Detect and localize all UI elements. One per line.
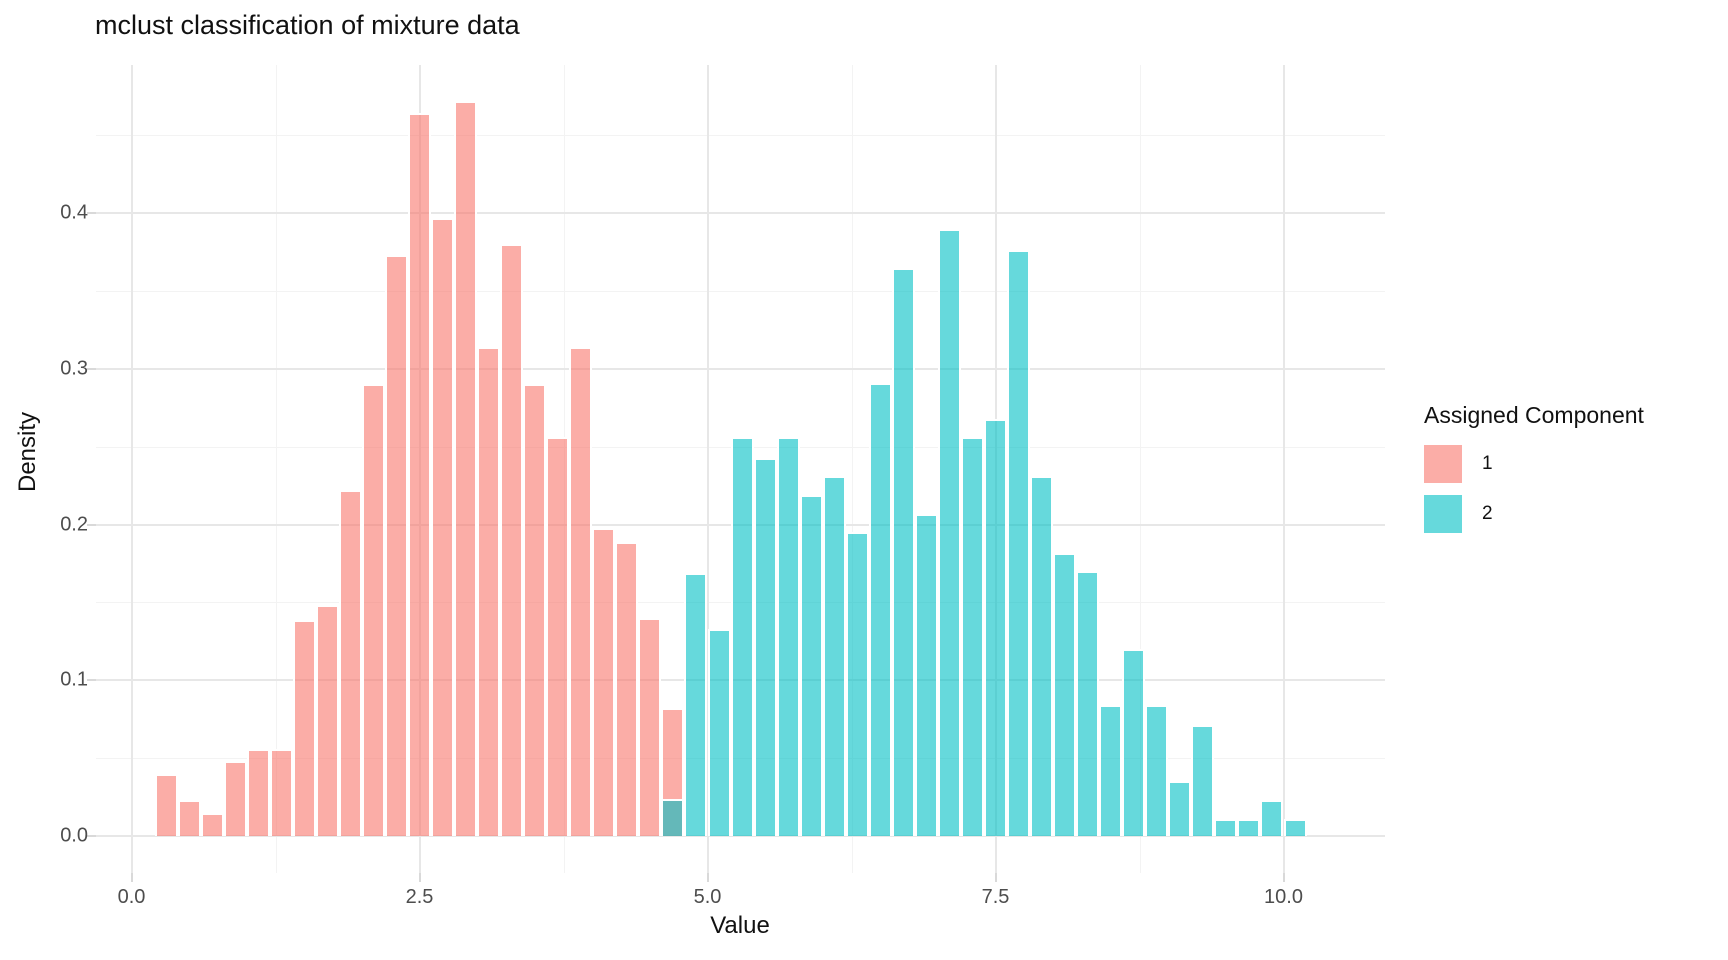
histogram-bar-component-1 — [292, 620, 316, 836]
legend-swatch-component-2 — [1424, 495, 1462, 533]
y-axis-tick-label: 0.2 — [60, 513, 88, 535]
y-major-gridline — [96, 367, 1385, 370]
histogram-bar-component-1 — [454, 101, 478, 836]
y-axis-tick-label: 0.4 — [60, 201, 88, 224]
histogram-bar-component-1 — [477, 347, 501, 836]
histogram-bar-component-2 — [868, 383, 892, 836]
y-axis-tick — [87, 835, 96, 837]
x-axis-tick-label: 5.0 — [693, 886, 722, 908]
histogram-bar-component-1 — [638, 618, 662, 836]
histogram-bar-component-1 — [569, 347, 593, 836]
histogram-bar-component-2 — [1053, 553, 1077, 836]
histogram-bar-component-2 — [1145, 705, 1169, 836]
histogram-bar-component-2 — [960, 437, 984, 836]
histogram-bar-component-1 — [200, 813, 224, 836]
histogram-bar-component-2 — [822, 476, 846, 836]
histogram-bar-component-2 — [661, 799, 685, 836]
legend: Assigned Component 1 2 — [1424, 402, 1644, 545]
histogram-bar-component-2 — [1099, 705, 1123, 836]
histogram-bar-component-2 — [707, 629, 731, 836]
histogram-bar-component-1 — [154, 774, 178, 836]
histogram-bar-component-1 — [315, 605, 339, 836]
x-major-gridline — [706, 65, 709, 873]
x-minor-gridline — [851, 65, 853, 873]
plot-panel — [96, 65, 1385, 873]
x-major-gridline — [130, 65, 133, 873]
histogram-bar-component-2 — [1237, 819, 1261, 836]
histogram-bar-component-2 — [776, 437, 800, 836]
x-axis-tick — [706, 873, 709, 882]
x-minor-gridline — [275, 65, 277, 873]
x-axis-tick-label: 0.0 — [117, 886, 146, 908]
x-axis-tick — [130, 873, 133, 882]
histogram-bar-component-1 — [523, 384, 547, 836]
y-axis-tick — [87, 679, 96, 682]
histogram-bar-component-1 — [546, 437, 570, 836]
histogram-bar-component-1 — [246, 749, 270, 836]
legend-title: Assigned Component — [1424, 402, 1644, 428]
histogram-bar-component-2 — [914, 514, 938, 836]
histogram-bar-component-2 — [983, 419, 1007, 836]
histogram-bar-component-1 — [361, 384, 385, 836]
y-axis-title: Density — [14, 411, 41, 493]
y-minor-gridline — [96, 135, 1385, 137]
legend-swatch-component-1 — [1424, 445, 1462, 483]
x-major-gridline — [1282, 65, 1285, 873]
y-axis-tick-label: 0.1 — [60, 668, 88, 691]
y-axis-tick — [87, 523, 96, 526]
histogram-bar-component-1 — [223, 761, 247, 836]
y-major-gridline — [96, 835, 1385, 837]
histogram-bar-component-2 — [891, 268, 915, 836]
histogram-bar-component-1 — [177, 800, 201, 836]
histogram-bar-component-2 — [1260, 800, 1284, 836]
x-axis-tick — [1282, 873, 1285, 882]
x-axis-tick — [994, 873, 997, 882]
histogram-bar-component-2 — [1214, 819, 1238, 836]
chart-title: mclust classification of mixture data — [95, 10, 520, 40]
histogram-bar-component-1 — [592, 528, 616, 836]
x-axis-tick-label: 2.5 — [405, 886, 434, 908]
histogram-bar-component-2 — [730, 437, 754, 836]
histogram-bar-component-2 — [1168, 781, 1192, 836]
histogram-bar-component-2 — [684, 573, 708, 836]
histogram-bar-component-1 — [384, 255, 408, 836]
histogram-bar-component-1 — [338, 490, 362, 836]
legend-label-component-1: 1 — [1482, 453, 1493, 474]
x-axis-tick-label: 10.0 — [1264, 886, 1303, 908]
histogram-bar-component-1 — [500, 244, 524, 836]
histogram-bar-component-2 — [845, 532, 869, 836]
histogram-bar-component-2 — [1122, 649, 1146, 836]
legend-item-component-2: 2 — [1424, 495, 1644, 533]
y-axis-tick — [87, 367, 96, 370]
y-minor-gridline — [96, 290, 1385, 292]
histogram-bar-component-2 — [937, 229, 961, 836]
histogram-bar-component-1 — [431, 218, 455, 836]
histogram-bar-component-2 — [1030, 476, 1054, 836]
y-major-gridline — [96, 212, 1385, 214]
histogram-bar-component-2 — [1283, 819, 1307, 836]
x-minor-gridline — [1139, 65, 1141, 873]
x-axis-title: Value — [710, 912, 770, 939]
y-axis-tick — [87, 212, 96, 214]
histogram-bar-component-2 — [799, 495, 823, 836]
legend-label-component-2: 2 — [1482, 503, 1493, 524]
y-axis-tick-label: 0.0 — [60, 824, 88, 847]
histogram-bar-component-1 — [269, 749, 293, 836]
histogram-bar-component-2 — [1191, 725, 1215, 836]
x-axis-tick — [418, 873, 421, 882]
histogram-bar-component-2 — [753, 458, 777, 836]
histogram-bar-component-1 — [407, 113, 431, 836]
histogram-bar-component-2 — [1076, 571, 1100, 836]
x-axis-tick-label: 7.5 — [981, 886, 1010, 908]
histogram-bar-component-1 — [615, 542, 639, 836]
y-axis-tick-label: 0.3 — [60, 357, 88, 380]
histogram-bar-component-2 — [1007, 250, 1031, 836]
legend-item-component-1: 1 — [1424, 445, 1644, 483]
